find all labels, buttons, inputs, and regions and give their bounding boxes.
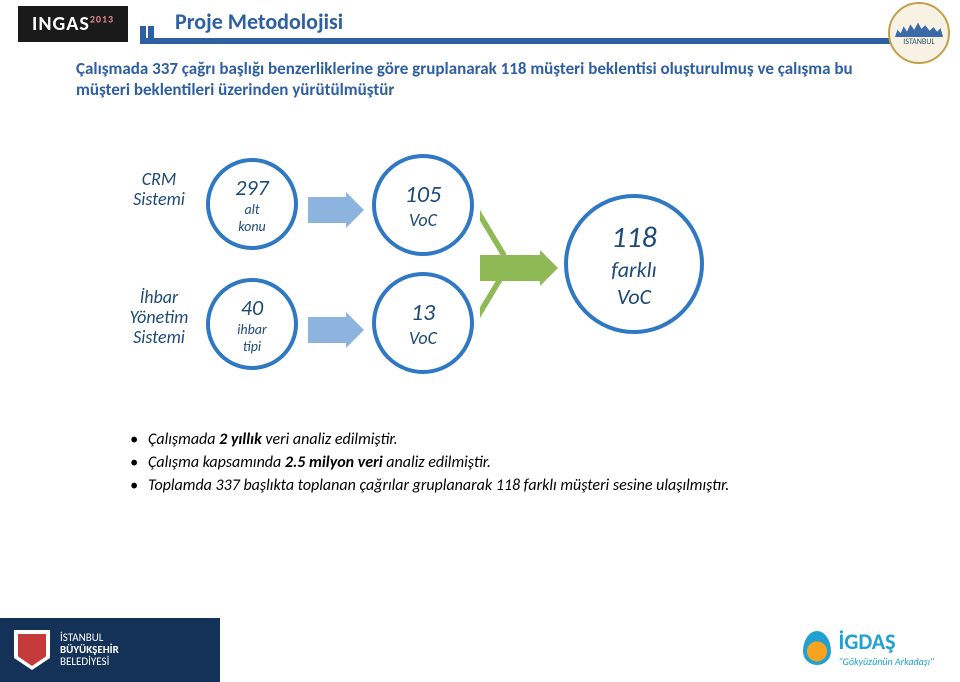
list-item: Çalışmada 2 yıllık veri analiz edilmişti… — [130, 430, 880, 449]
arrow-shaft — [308, 197, 346, 223]
c297-s1: alt — [244, 201, 259, 218]
arrow-shaft — [480, 255, 540, 281]
skyline-icon — [895, 19, 943, 37]
title-underline — [140, 38, 890, 44]
c105-s: VoC — [409, 209, 437, 231]
src1-l2: Sistemi — [133, 188, 185, 210]
src2-l3: Sistemi — [133, 326, 185, 348]
circle-40: 40 ihbar tipi — [206, 278, 298, 370]
c40-s2: tipi — [243, 338, 261, 355]
arrow-head-icon — [540, 250, 558, 286]
b1-post: analiz edilmiştir. — [383, 453, 491, 472]
ingas-logo: INGAS2013 — [18, 6, 128, 42]
c297-s2: konu — [238, 218, 265, 235]
src1-l1: CRM — [142, 168, 177, 190]
section-title: Proje Metodolojisi — [175, 8, 343, 35]
municipality-text: İSTANBUL BÜYÜKŞEHİR BELEDİYESİ — [60, 632, 119, 668]
circle-297: 297 alt konu — [206, 158, 298, 250]
b1-bold: 2.5 milyon veri — [285, 453, 383, 472]
src2-l1: İhbar — [140, 286, 178, 308]
c118-n: 118 — [611, 219, 657, 256]
istanbul-badge-icon: ISTANBUL — [888, 2, 950, 64]
circle-13: 13 VoC — [372, 272, 474, 374]
arrow-icon — [308, 192, 364, 228]
source-label-ihbar: İhbar Yönetim Sistemi — [120, 288, 198, 347]
c118-s1: farklı — [611, 256, 656, 283]
slide: INGAS2013 ISTANBUL Proje Metodolojisi Ça… — [0, 0, 960, 682]
brand-year: 2013 — [90, 12, 114, 25]
badge-label: ISTANBUL — [903, 37, 935, 47]
methodology-diagram: CRM Sistemi İhbar Yönetim Sistemi 297 al… — [120, 150, 780, 410]
igdas-text: İGDAŞ "Gökyüzünün Arkadaşı" — [839, 628, 934, 668]
b2-pre: Toplamda 337 başlıkta toplanan çağrılar … — [148, 476, 729, 495]
igdas-name: İGDAŞ — [839, 628, 896, 655]
bullet-list: Çalışmada 2 yıllık veri analiz edilmişti… — [130, 430, 880, 499]
arrow-head-icon — [346, 312, 364, 348]
igdas-logo: İGDAŞ "Gökyüzünün Arkadaşı" — [803, 628, 934, 668]
c105-n: 105 — [405, 180, 442, 209]
list-item: Toplamda 337 başlıkta toplanan çağrılar … — [130, 476, 880, 495]
circle-118: 118 farklı VoC — [564, 194, 704, 334]
b1-pre: Çalışma kapsamında — [148, 453, 285, 472]
arrow-icon — [308, 312, 364, 348]
arrow-shaft — [308, 317, 346, 343]
crest-icon — [14, 630, 50, 670]
footer: İSTANBUL BÜYÜKŞEHİR BELEDİYESİ İGDAŞ "Gö… — [0, 604, 960, 682]
top-banner: INGAS2013 ISTANBUL Proje Metodolojisi — [0, 0, 960, 50]
b0-bold: 2 yıllık — [219, 430, 262, 449]
circle-105: 105 VoC — [372, 154, 474, 256]
muni-l3: BELEDİYESİ — [60, 656, 119, 668]
b0-post: veri analiz edilmiştir. — [262, 430, 398, 449]
accent-bar — [140, 26, 146, 38]
list-item: Çalışma kapsamında 2.5 milyon veri anali… — [130, 453, 880, 472]
intro-text: Çalışmada 337 çağrı başlığı benzerlikler… — [76, 58, 880, 101]
igdas-tag: "Gökyüzünün Arkadaşı" — [839, 655, 934, 668]
arrow-merge-icon — [480, 250, 558, 286]
c118-s2: VoC — [617, 283, 651, 310]
source-label-crm: CRM Sistemi — [120, 170, 198, 210]
c13-n: 13 — [411, 298, 435, 327]
flame-icon — [803, 631, 831, 665]
arrow-head-icon — [346, 192, 364, 228]
c40-s1: ihbar — [237, 321, 267, 338]
municipality-logo: İSTANBUL BÜYÜKŞEHİR BELEDİYESİ — [0, 618, 220, 682]
b0-pre: Çalışmada — [148, 430, 219, 449]
brand-text: INGAS — [32, 12, 90, 36]
c40-n: 40 — [241, 294, 263, 321]
src2-l2: Yönetim — [130, 306, 189, 328]
c13-s: VoC — [409, 327, 437, 349]
c297-n: 297 — [235, 174, 268, 201]
accent-bar-2 — [148, 26, 154, 38]
